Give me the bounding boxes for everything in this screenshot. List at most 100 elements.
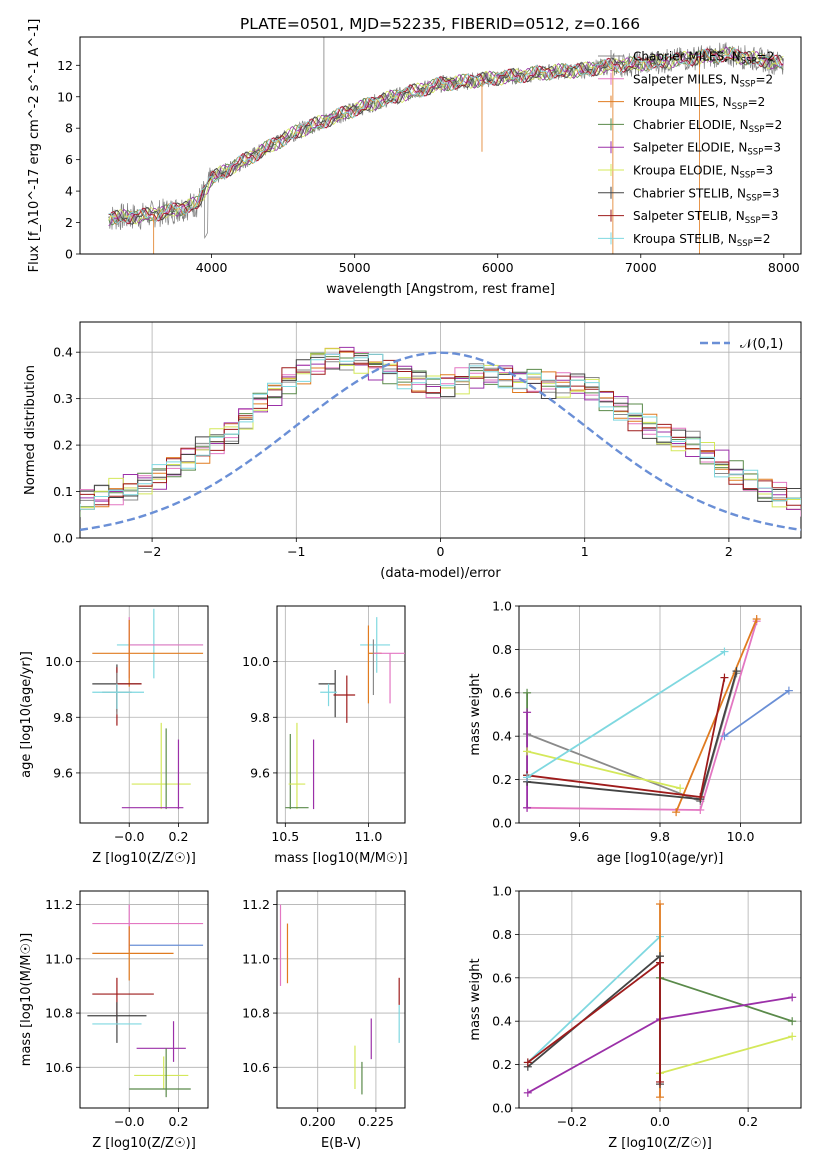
y-axis-label: Normed distribution <box>23 365 38 495</box>
errorbars <box>285 617 405 810</box>
legend-nssp: =3 <box>755 164 773 178</box>
errorbar-point <box>320 683 337 707</box>
legend-item: Salpeter STELIB, NSSP=3 <box>598 209 778 226</box>
spectrum-lines <box>108 37 785 254</box>
y-axis-label: mass weight <box>468 958 483 1040</box>
y-tick-label: 9.6 <box>53 765 73 780</box>
ticks: −0.2 0.0 0.2 0.0 0.2 0.4 0.6 0.8 1.0 <box>492 884 758 1130</box>
x-tick-label: −2 <box>143 544 161 559</box>
y-tick-label: 0.2 <box>53 438 73 453</box>
errorbar-point <box>136 1021 186 1062</box>
ticks: −0.0 0.2 10.6 10.8 11.0 11.2 <box>45 897 188 1129</box>
x-tick-label: −0.2 <box>557 1114 587 1129</box>
weight-marker <box>788 993 797 1002</box>
axes-frame <box>79 321 802 539</box>
figure-title: PLATE=0501, MJD=52235, FIBERID=0512, z=0… <box>240 15 640 33</box>
weight-marker <box>523 1088 532 1097</box>
x-tick-label: 9.8 <box>650 829 670 844</box>
x-tick-label: 1 <box>581 544 589 559</box>
legend-subscript: SSP <box>746 193 762 203</box>
x-tick-label: 10.0 <box>727 829 755 844</box>
errorbar-point <box>92 926 174 981</box>
axes-frame <box>518 890 802 1109</box>
weight-series <box>523 647 729 782</box>
weight-marker <box>523 1058 532 1067</box>
x-tick-label: 4000 <box>196 260 228 275</box>
y-tick-label: 2 <box>65 215 73 230</box>
errorbar-point <box>92 619 204 687</box>
y-tick-label: 1.0 <box>492 599 512 614</box>
legend-item: Kroupa ELODIE, NSSP=3 <box>598 164 773 181</box>
legend-nssp: =2 <box>748 95 766 109</box>
legend-label: Salpeter MILES, NSSP=2 <box>633 72 773 89</box>
legend-subscript: SSP <box>740 79 756 89</box>
y-tick-label: 10.8 <box>45 1006 73 1021</box>
y-tick-label: 0.4 <box>492 1014 512 1029</box>
ticks: 4000 5000 6000 7000 8000 0 2 4 6 8 10 12 <box>57 58 800 275</box>
y-tick-label: 0.0 <box>492 1101 512 1116</box>
x-tick-label: −0.0 <box>114 1114 144 1129</box>
legend-subscript: SSP <box>747 148 763 158</box>
y-tick-label: 11.0 <box>242 951 270 966</box>
y-tick-label: 0.3 <box>53 391 73 406</box>
y-tick-label: 0.4 <box>492 729 512 744</box>
y-tick-label: 0.6 <box>492 685 512 700</box>
x-axis-label: (data-model)/error <box>380 566 501 581</box>
y-tick-label: 10.0 <box>242 654 270 669</box>
weight-marker <box>696 792 705 801</box>
legend-subscript: SSP <box>745 216 761 226</box>
errorbars <box>92 608 204 810</box>
weight-series <box>523 708 532 812</box>
x-tick-label: 0 <box>437 544 445 559</box>
legend-label: Chabrier ELODIE, NSSP=2 <box>633 118 782 135</box>
axes-frame <box>79 605 209 824</box>
y-tick-label: 0.4 <box>53 345 73 360</box>
legend-nssp: =3 <box>763 141 781 155</box>
x-tick-label: 7000 <box>625 260 657 275</box>
legend-subscript: SSP <box>740 171 756 181</box>
y-tick-label: 0.8 <box>492 642 512 657</box>
x-tick-label: 0.2 <box>169 1114 189 1129</box>
weight-series <box>523 958 664 1067</box>
legend-item: Chabrier ELODIE, NSSP=2 <box>598 118 782 135</box>
y-tick-label: 11.0 <box>45 951 73 966</box>
legend-subscript: SSP <box>749 125 765 135</box>
weight-marker <box>656 1093 664 1102</box>
weight-marker <box>656 900 664 909</box>
x-tick-label: 5000 <box>339 260 371 275</box>
legend-nssp: =2 <box>765 118 783 132</box>
x-tick-label: 6000 <box>482 260 514 275</box>
x-tick-label: 0.225 <box>358 1114 394 1129</box>
model-spectrum <box>108 47 784 224</box>
axes-frame <box>276 605 406 824</box>
y-tick-label: 0.0 <box>53 531 73 546</box>
weight-marker <box>656 1077 664 1086</box>
errorbar-point <box>116 608 204 679</box>
axes-frame <box>276 890 406 1109</box>
weight-marker <box>732 667 741 676</box>
weight-marker <box>656 958 664 967</box>
legend-subscript: SSP <box>737 239 753 249</box>
errorbar-point <box>131 722 191 810</box>
normal-curve <box>80 351 801 532</box>
legend-nssp: =2 <box>755 72 773 86</box>
x-axis-label: E(B-V) <box>321 1136 361 1151</box>
legend-label: Kroupa ELODIE, NSSP=3 <box>633 164 773 181</box>
weight-line <box>526 650 725 779</box>
x-tick-label: 10.5 <box>271 829 299 844</box>
legend-nssp: =2 <box>753 232 771 246</box>
y-tick-label: 4 <box>65 184 73 199</box>
histograms <box>80 346 801 532</box>
y-tick-label: 6 <box>65 152 73 167</box>
spectrum-legend: Chabrier MILES, NSSP=2 Salpeter MILES, NS… <box>598 50 782 249</box>
age-vs-mass-panel: 10.5 11.0 9.6 9.8 10.0 mass [log10(M/M☉)] <box>242 605 408 866</box>
histogram-step <box>80 353 801 510</box>
y-tick-label: 10.6 <box>242 1060 270 1075</box>
y-axis-label: Flux [f_λ10^-17 erg cm^-2 s^-1 A^-1] <box>27 19 42 273</box>
mass-vs-ebv-panel: 0.200 0.225 10.6 10.8 11.0 11.2 E(B-V) <box>242 890 406 1151</box>
y-tick-label: 9.8 <box>250 710 270 725</box>
weight-marker <box>696 805 705 814</box>
weight-marker <box>523 708 532 717</box>
weight-marker <box>523 803 532 812</box>
residuals-legend: 𝒩(0,1) <box>700 337 783 352</box>
